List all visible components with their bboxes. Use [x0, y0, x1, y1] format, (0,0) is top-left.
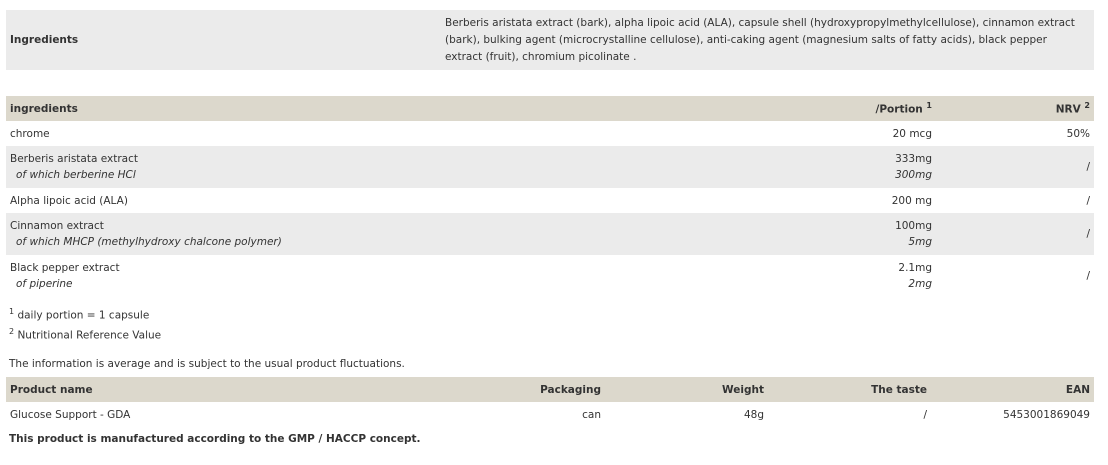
product-name: Glucose Support - GDA — [10, 408, 131, 421]
header-nrv: NRV 2 — [1055, 101, 1090, 116]
header-portion: /Portion 1 — [875, 101, 932, 116]
ingredient-name: Berberis aristata extract of which berber… — [10, 153, 138, 181]
portion-value: 200 mg — [891, 194, 932, 207]
ingredients-text: Berberis aristata extract (bark), alpha … — [445, 17, 1075, 63]
footnote: 2 Nutritional Reference Value — [9, 326, 162, 342]
header-ean: EAN — [1065, 383, 1090, 396]
ingredient-name: Alpha lipoic acid (ALA) — [10, 194, 128, 207]
header-weight: Weight — [722, 383, 764, 396]
gmp-note: This product is manufactured according t… — [9, 433, 421, 445]
info-text: The information is average and is subjec… — [9, 358, 405, 370]
header-taste: The taste — [871, 383, 927, 396]
footnote: 1 daily portion = 1 capsule — [9, 307, 150, 322]
ingredients-box: Ingredients Berberis aristata extract (b… — [6, 10, 1094, 70]
product-table: Product name Packaging Weight The taste … — [6, 377, 1094, 427]
table-row: Alpha lipoic acid (ALA) 200 mg / — [6, 188, 1094, 213]
header-ingredients: ingredients — [10, 102, 78, 115]
ingredients-label: Ingredients — [10, 34, 79, 46]
nutrition-header: ingredients /Portion 1 NRV 2 — [6, 96, 1094, 121]
table-row: Glucose Support - GDA can 48g / 54530018… — [6, 402, 1094, 427]
header-product-name: Product name — [10, 383, 93, 396]
portion-value: 100mg 5mg — [895, 220, 932, 248]
portion-value: 333mg 300mg — [895, 153, 932, 181]
ingredient-name: chrome — [10, 127, 50, 140]
table-row: Cinnamon extract of which MHCP (methylhyd… — [6, 213, 1094, 255]
header-packaging: Packaging — [540, 383, 601, 396]
nrv-value: 50% — [1066, 127, 1090, 140]
nrv-value: / — [1086, 228, 1090, 240]
packaging: can — [582, 408, 601, 421]
table-row: Berberis aristata extract of which berber… — [6, 146, 1094, 188]
ean: 5453001869049 — [1003, 408, 1090, 421]
nrv-value: / — [1086, 194, 1090, 207]
nutrition-table: ingredients /Portion 1 NRV 2 chrome 20 m… — [6, 96, 1094, 297]
portion-value: 2.1mg 2mg — [898, 262, 932, 290]
taste: / — [923, 408, 927, 421]
footnotes: 1 daily portion = 1 capsule 2 Nutritiona… — [9, 304, 161, 343]
ingredient-name: Black pepper extract of piperine — [10, 262, 120, 290]
product-header: Product name Packaging Weight The taste … — [6, 377, 1094, 402]
nrv-value: / — [1086, 161, 1090, 173]
nrv-value: / — [1086, 270, 1090, 282]
portion-value: 20 mcg — [892, 127, 932, 140]
table-row: chrome 20 mcg 50% — [6, 121, 1094, 146]
table-row: Black pepper extract of piperine 2.1mg 2mg… — [6, 255, 1094, 297]
weight: 48g — [743, 408, 764, 421]
ingredient-name: Cinnamon extract of which MHCP (methylhyd… — [10, 220, 282, 248]
